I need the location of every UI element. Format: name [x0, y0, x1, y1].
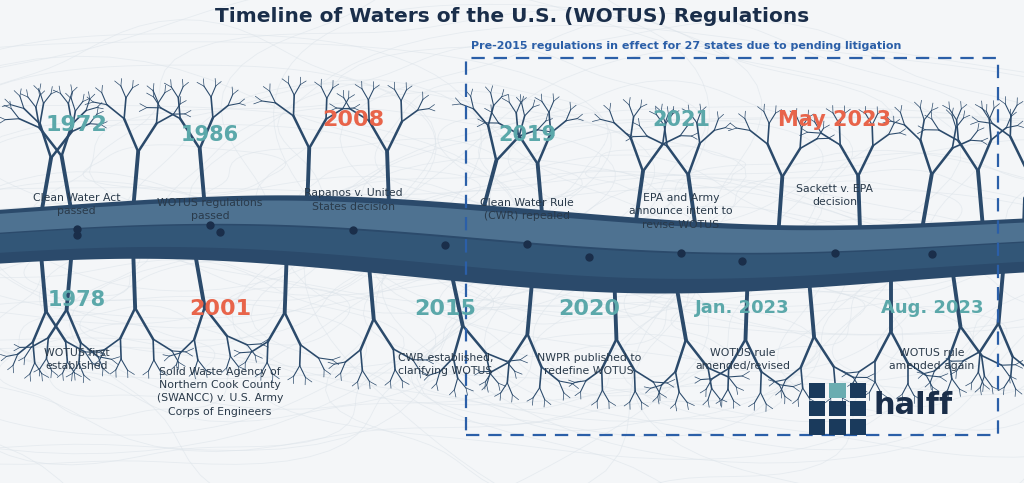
Text: WOTUS rule
amended/revised: WOTUS rule amended/revised [695, 348, 790, 371]
Polygon shape [0, 195, 1024, 294]
Polygon shape [0, 226, 1024, 279]
Text: 2008: 2008 [323, 111, 384, 130]
Text: WOTUS rule
amended again: WOTUS rule amended again [889, 348, 975, 371]
Text: 2015: 2015 [415, 299, 476, 319]
Text: Clean Water Rule
(CWR) repealed: Clean Water Rule (CWR) repealed [480, 198, 574, 221]
Text: halff: halff [873, 391, 952, 420]
Text: Rapanos v. United
States decision: Rapanos v. United States decision [304, 188, 402, 212]
Bar [829, 383, 846, 398]
Text: 1972: 1972 [46, 115, 108, 135]
Text: NWPR published to
redefine WOTUS: NWPR published to redefine WOTUS [537, 353, 641, 376]
Text: Jan. 2023: Jan. 2023 [695, 299, 790, 317]
Text: WOTUS first
established: WOTUS first established [44, 348, 110, 371]
Polygon shape [0, 200, 1024, 253]
Text: Sackett v. EPA
decision: Sackett v. EPA decision [796, 184, 873, 207]
Bar [809, 419, 825, 435]
Text: 2020: 2020 [558, 299, 620, 319]
Text: 2001: 2001 [189, 299, 251, 319]
Text: Aug. 2023: Aug. 2023 [881, 299, 983, 317]
Text: Pre-2015 regulations in effect for 27 states due to pending litigation: Pre-2015 regulations in effect for 27 st… [471, 41, 901, 51]
Bar [850, 401, 866, 416]
Text: May 2023: May 2023 [778, 111, 891, 130]
Text: Solid Waste Agency of
Northern Cook County
(SWANCC) v. U.S. Army
Corps of Engine: Solid Waste Agency of Northern Cook Coun… [157, 367, 284, 417]
Text: 2021: 2021 [652, 111, 710, 130]
Bar [829, 401, 846, 416]
Text: 1986: 1986 [181, 125, 239, 145]
Text: EPA and Army
announce intent to
revise WOTUS: EPA and Army announce intent to revise W… [629, 193, 733, 229]
Bar [850, 419, 866, 435]
Bar [850, 383, 866, 398]
Text: CWR established,
clarifying WOTUS: CWR established, clarifying WOTUS [397, 353, 494, 376]
Text: 1978: 1978 [48, 290, 105, 310]
Bar [829, 419, 846, 435]
Bar [809, 401, 825, 416]
Text: Clean Water Act
passed: Clean Water Act passed [33, 193, 121, 216]
Text: Timeline of Waters of the U.S. (WOTUS) Regulations: Timeline of Waters of the U.S. (WOTUS) R… [215, 7, 809, 26]
Text: 2019: 2019 [499, 125, 556, 145]
Text: WOTUS regulations
passed: WOTUS regulations passed [158, 198, 262, 221]
Bar [809, 383, 825, 398]
